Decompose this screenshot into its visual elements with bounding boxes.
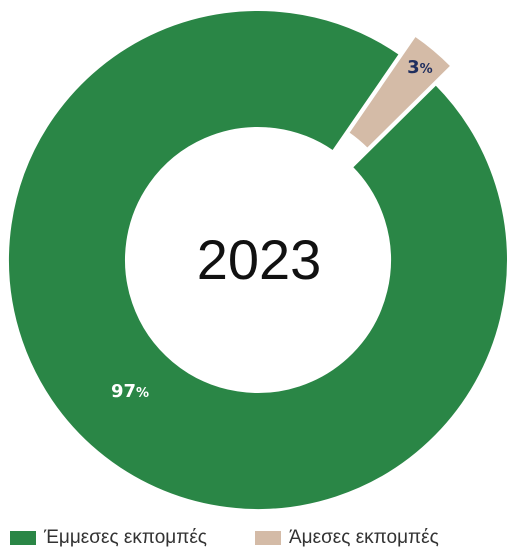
legend-label: Άμεσες εκπομπές — [288, 527, 439, 548]
data-label-indirect-emissions: 97% — [111, 381, 149, 402]
data-labels-group: 97% 3% — [111, 57, 433, 402]
data-label-direct-emissions: 3% — [407, 57, 433, 78]
slice-indirect-emissions — [7, 9, 509, 511]
slice-direct-emissions — [346, 34, 453, 151]
legend-item-direct-emissions: Άμεσες εκπομπές — [254, 527, 439, 549]
donut-svg: 97% 3% 2023 — [7, 9, 509, 511]
legend-label: Έμμεσες εκπομπές — [44, 527, 207, 548]
slices-group — [7, 9, 509, 511]
legend: Έμμεσες εκπομπές Άμεσες εκπομπές — [10, 527, 487, 549]
legend-swatch — [10, 531, 36, 545]
legend-swatch — [254, 531, 281, 545]
legend-item-indirect-emissions: Έμμεσες εκπομπές — [10, 527, 207, 549]
center-year-label: 2023 — [197, 228, 322, 291]
